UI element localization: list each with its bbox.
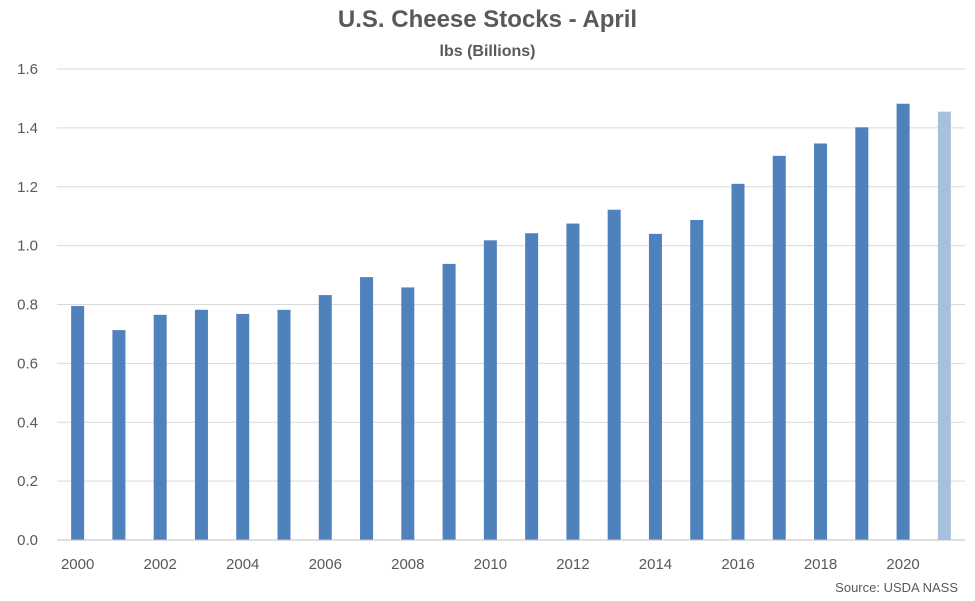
bar-2009 [442, 263, 456, 540]
x-tick-label: 2002 [143, 556, 176, 573]
bar-2002 [153, 314, 167, 540]
bar-2006 [318, 295, 332, 540]
y-tick-label: 1.2 [17, 179, 38, 196]
bar-2011 [525, 233, 539, 540]
bar-2005 [277, 309, 291, 540]
bar-2007 [360, 277, 374, 540]
x-tick-label: 2018 [804, 556, 837, 573]
y-tick-label: 0.0 [17, 532, 38, 549]
x-tick-label: 2006 [309, 556, 342, 573]
bar-2004 [236, 313, 250, 540]
bar-2008 [401, 287, 415, 540]
y-tick-label: 1.6 [17, 61, 38, 78]
y-tick-label: 0.4 [17, 414, 38, 431]
x-tick-label: 2020 [886, 556, 919, 573]
x-tick-label: 2010 [474, 556, 507, 573]
y-tick-label: 0.6 [17, 355, 38, 372]
chart-title: U.S. Cheese Stocks - April [337, 6, 638, 33]
bar-2019 [855, 127, 869, 540]
x-tick-label: 2014 [639, 556, 672, 573]
y-tick-label: 1.4 [17, 120, 38, 137]
bar-2012 [566, 223, 580, 541]
bar-2020 [896, 103, 910, 541]
chart-subtitle: lbs (Billions) [439, 43, 536, 60]
source-note: Source: USDA NASS [835, 580, 958, 595]
bar-2015 [690, 220, 704, 540]
bar-2017 [772, 155, 786, 540]
bar-2010 [483, 240, 497, 540]
bar-2000 [71, 305, 85, 540]
y-tick-label: 0.2 [17, 473, 38, 490]
bar-2016 [731, 183, 745, 540]
x-tick-label: 2016 [721, 556, 754, 573]
bar-2003 [194, 309, 208, 540]
bar-2014 [648, 233, 662, 540]
y-tick-label: 1.0 [17, 238, 38, 255]
bar-2013 [607, 209, 621, 540]
bar-2021 [937, 111, 951, 541]
x-tick-label: 2012 [556, 556, 589, 573]
x-tick-label: 2004 [226, 556, 259, 573]
bar-2018 [814, 143, 828, 541]
bar-2001 [112, 330, 126, 540]
y-tick-label: 0.8 [17, 297, 38, 314]
x-tick-label: 2008 [391, 556, 424, 573]
x-tick-label: 2000 [61, 556, 94, 573]
